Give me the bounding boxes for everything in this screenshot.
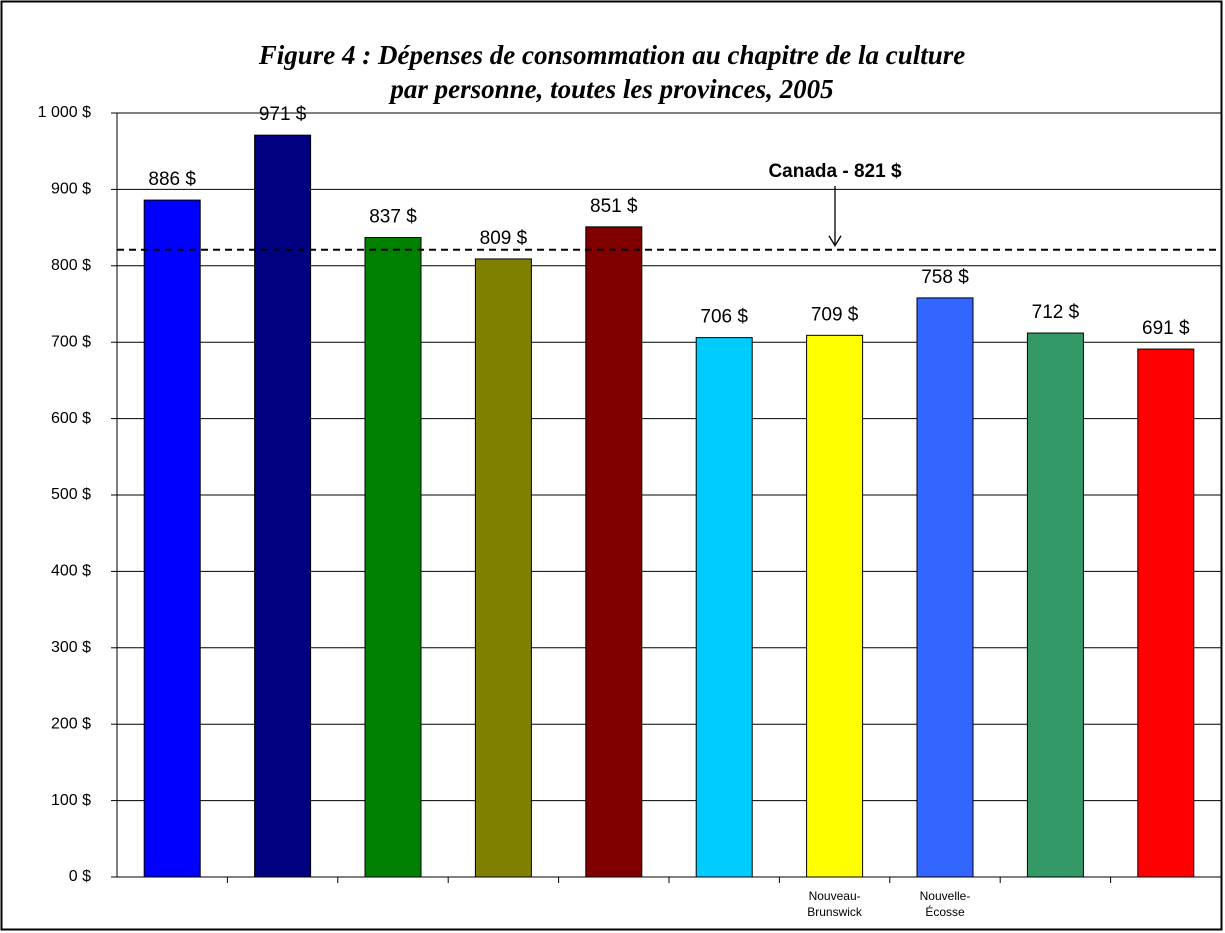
bar <box>254 134 312 878</box>
bar <box>695 337 753 878</box>
data-label: 709 $ <box>811 304 859 325</box>
bar <box>916 297 974 878</box>
y-tick-label: 1 000 $ <box>38 104 91 121</box>
y-tick-label: 700 $ <box>51 333 91 350</box>
data-label: 712 $ <box>1032 302 1080 323</box>
bar <box>474 258 532 878</box>
y-tick-label: 900 $ <box>51 181 91 198</box>
data-label: 851 $ <box>590 196 638 217</box>
bar <box>1137 348 1195 878</box>
data-label: 691 $ <box>1142 318 1190 339</box>
y-tick-label: 300 $ <box>51 639 91 656</box>
data-label: 809 $ <box>480 228 528 249</box>
y-tick-label: 0 $ <box>69 868 91 885</box>
bar <box>364 237 422 878</box>
data-label: 886 $ <box>148 169 196 190</box>
y-tick-label: 800 $ <box>51 257 91 274</box>
bar <box>143 199 201 878</box>
x-tick-label: Nouvelle-Écosse <box>920 889 971 919</box>
bar <box>585 226 643 878</box>
bar <box>806 334 864 878</box>
data-label: 971 $ <box>259 104 307 125</box>
y-tick-label: 200 $ <box>51 715 91 732</box>
bar <box>1026 332 1084 878</box>
data-label: 758 $ <box>921 267 969 288</box>
chart-title: Figure 4 : Dépenses de consommation au c… <box>258 40 966 70</box>
y-tick-label: 400 $ <box>51 563 91 580</box>
y-tick-label: 600 $ <box>51 410 91 427</box>
chart-title: par personne, toutes les provinces, 2005 <box>388 74 833 104</box>
reference-label: Canada - 821 $ <box>768 161 901 182</box>
y-tick-label: 500 $ <box>51 486 91 503</box>
data-label: 837 $ <box>369 207 417 228</box>
x-tick-label: Nouveau-Brunswick <box>807 889 863 919</box>
data-label: 706 $ <box>700 307 748 328</box>
y-tick-label: 100 $ <box>51 792 91 809</box>
reference-arrow <box>828 186 842 248</box>
